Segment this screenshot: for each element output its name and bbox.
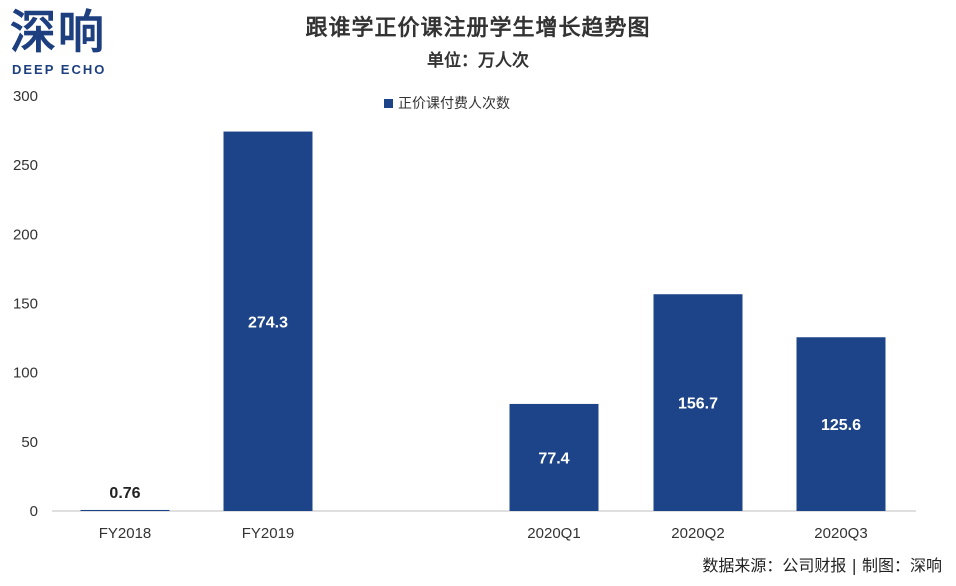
bar <box>80 509 170 511</box>
data-label: 77.4 <box>538 450 569 467</box>
data-label: 125.6 <box>821 417 861 434</box>
data-label: 274.3 <box>248 314 288 331</box>
logo-english: DEEP ECHO <box>12 62 107 77</box>
y-tick-label: 250 <box>13 157 38 174</box>
y-tick-label: 50 <box>21 434 38 451</box>
x-tick-label: 2020Q3 <box>814 525 867 542</box>
y-tick-label: 300 <box>13 88 38 105</box>
legend: 正价课付费人次数 <box>384 93 510 113</box>
legend-label: 正价课付费人次数 <box>398 96 510 112</box>
y-tick-label: 200 <box>13 226 38 243</box>
x-tick-label: 2020Q2 <box>671 525 724 542</box>
data-label: 0.76 <box>109 485 140 502</box>
x-tick-label: FY2018 <box>99 525 152 542</box>
chart-title: 跟谁学正价课注册学生增长趋势图 <box>305 16 651 41</box>
y-tick-label: 150 <box>13 296 38 313</box>
logo: 深响 DEEP ECHO <box>10 6 140 80</box>
bar <box>509 403 599 511</box>
chart-subtitle: 单位：万人次 <box>427 51 529 71</box>
source-note: 数据来源：公司财报 | 制图：深响 <box>702 556 942 575</box>
x-tick-label: 2020Q1 <box>527 525 580 542</box>
y-tick-label: 100 <box>13 365 38 382</box>
bar <box>223 131 313 511</box>
bar <box>796 337 886 511</box>
y-tick-label: 0 <box>30 503 38 520</box>
legend-swatch <box>384 98 393 108</box>
x-tick-label: FY2019 <box>242 525 295 542</box>
bar <box>653 294 743 511</box>
logo-chinese: 深响 <box>10 5 106 59</box>
data-label: 156.7 <box>678 396 718 413</box>
